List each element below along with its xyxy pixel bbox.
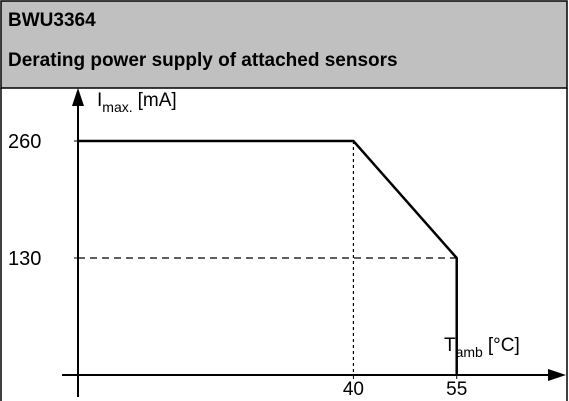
y-tick-label: 260 xyxy=(8,131,41,153)
x-axis-arrow xyxy=(548,369,566,381)
x-tick-label: 40 xyxy=(343,379,364,400)
derating-line xyxy=(78,139,458,375)
header-box xyxy=(0,0,568,89)
y-axis-label: Imax. [mA] xyxy=(97,90,177,115)
x-axis-label-part: T xyxy=(444,335,456,356)
x-axis-label: Tamb [°C] xyxy=(444,335,520,360)
y-tick-label: 130 xyxy=(8,248,41,270)
y-axis-arrow xyxy=(72,88,84,106)
y-axis-label-part: I xyxy=(97,90,102,111)
x-axis-label-part: [°C] xyxy=(488,335,520,356)
chart-title: Derating power supply of attached sensor… xyxy=(8,50,398,71)
x-tick-label: 55 xyxy=(446,379,467,400)
y-axis-label-part: max. xyxy=(102,99,132,115)
y-axis-label-part: [mA] xyxy=(138,90,177,111)
model-title: BWU3364 xyxy=(8,10,96,31)
x-axis-label-part: amb xyxy=(456,344,483,360)
